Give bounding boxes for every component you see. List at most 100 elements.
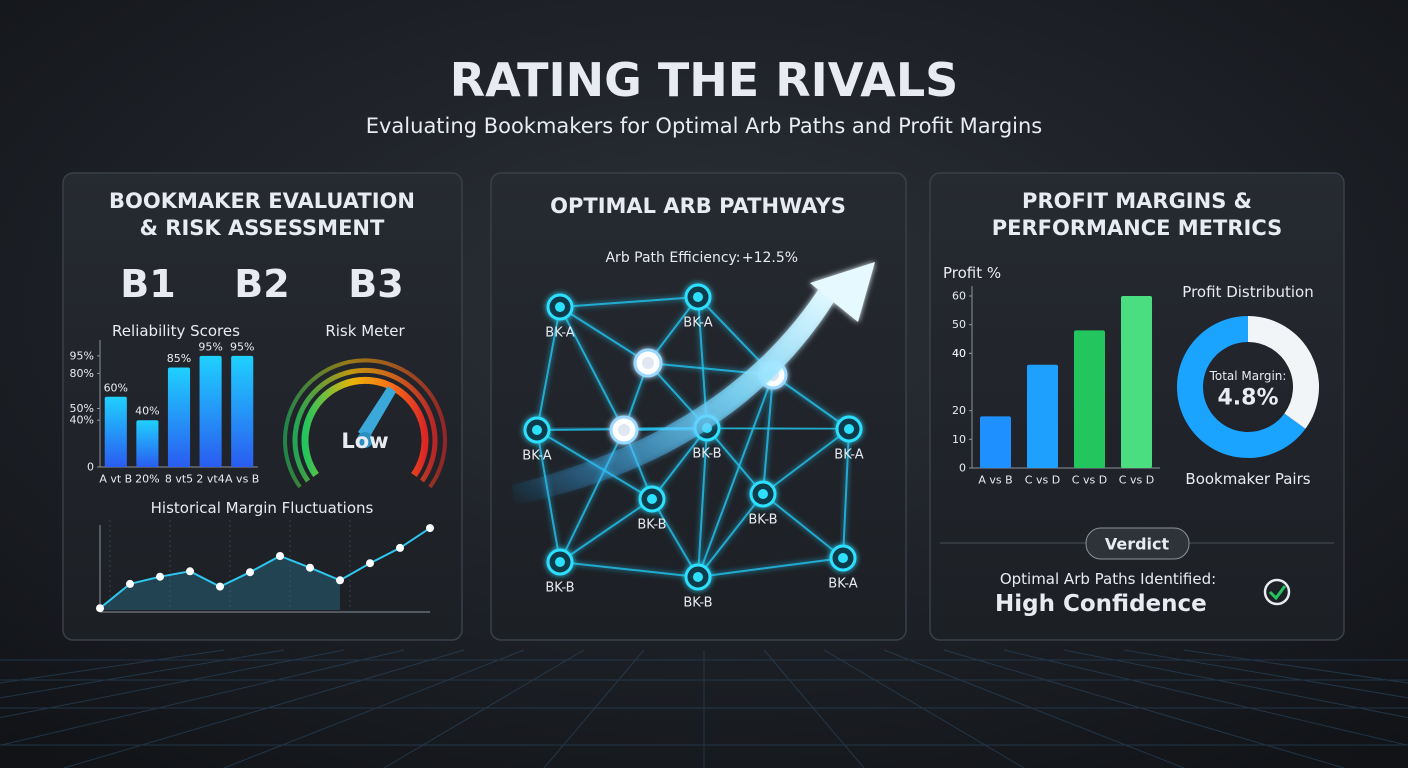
edge [559, 306, 649, 364]
node-core [555, 302, 565, 312]
node-label: BK-B [683, 596, 712, 611]
left-title: & RISK ASSESSMENT [140, 216, 385, 240]
floor-line [1003, 649, 1408, 746]
floor-line [383, 649, 585, 768]
floor-line [63, 649, 465, 768]
floor-line [1123, 649, 1408, 699]
floor-line [0, 649, 345, 719]
bar [136, 420, 159, 467]
edge [842, 428, 850, 559]
floor-line [0, 649, 285, 699]
edge [762, 428, 850, 495]
y-tick-label: 60 [952, 290, 966, 303]
verdict-badge [1085, 527, 1190, 560]
y-tick-label: 50% [70, 402, 94, 415]
floor-line [223, 649, 525, 768]
point [96, 604, 104, 613]
x-tick-label: C vs D [1072, 474, 1107, 487]
page-subtitle: Evaluating Bookmakers for Optimal Arb Pa… [366, 114, 1043, 138]
gauge-hub [357, 432, 373, 448]
bar [199, 355, 222, 467]
hub-core [642, 357, 654, 369]
donut-center-label: Total Margin: [1209, 369, 1287, 383]
verdict-badge-text: Verdict [1105, 535, 1170, 554]
x-tick-label: A vt B [99, 473, 132, 486]
verdict-result: High Confidence [995, 591, 1207, 617]
floor-line [943, 649, 1345, 768]
gauge-arc [301, 376, 429, 478]
edge [651, 498, 699, 578]
node-label: BK-A [522, 449, 551, 464]
chart-title: Profit Distribution [1182, 283, 1313, 301]
left-title: BOOKMAKER EVALUATION [109, 189, 415, 213]
donut-caption: Bookmaker Pairs [1185, 470, 1310, 488]
floor-line [1183, 649, 1408, 684]
y-tick-label: 80% [70, 367, 94, 380]
chart-title: Risk Meter [325, 322, 405, 340]
bar [979, 416, 1012, 468]
node-label: BK-A [828, 577, 857, 592]
edge [536, 306, 561, 431]
edge [559, 498, 653, 563]
edge [559, 296, 699, 308]
area [100, 556, 340, 610]
bar [1073, 330, 1106, 468]
logo: B1 [120, 262, 175, 306]
x-tick-label: 2 vt4 [196, 473, 224, 486]
floor-grid [0, 649, 1408, 768]
edge [651, 427, 708, 500]
right-title: PROFIT MARGINS & [1022, 189, 1252, 213]
node-label: BK-B [692, 447, 721, 462]
check-circle [1263, 578, 1291, 606]
x-tick-label: 20% [135, 473, 159, 486]
floor-line [1063, 649, 1408, 719]
y-tick-label: 95% [70, 349, 94, 362]
edge [697, 493, 764, 578]
point [396, 543, 404, 552]
value-label: 40% [135, 405, 159, 418]
node-core [838, 553, 848, 563]
y-axis-label: Profit % [943, 264, 1001, 282]
donut-center-value: 4.8% [1217, 386, 1278, 411]
donut-segment [1177, 316, 1306, 458]
gauge-arc [283, 358, 447, 489]
logo: B3 [348, 262, 403, 306]
bar [1120, 296, 1153, 468]
arrow-head [810, 262, 875, 322]
middle-title: OPTIMAL ARB PATHWAYS [550, 194, 846, 218]
edge [772, 374, 850, 430]
point [306, 563, 314, 572]
check-mark [1268, 585, 1287, 601]
point [186, 567, 194, 576]
verdict-line: Optimal Arb Paths Identified: [1000, 570, 1216, 588]
middle-panel [490, 172, 907, 641]
node-core [647, 494, 657, 504]
chart-title: Reliability Scores [112, 322, 240, 340]
floor-line [0, 649, 405, 746]
edge [706, 427, 850, 430]
value-label: 60% [104, 381, 128, 394]
node-label: BK-A [545, 326, 574, 341]
point [276, 552, 284, 560]
y-tick-label: 20 [952, 404, 966, 417]
arrow-body [512, 290, 835, 505]
node-label: BK-B [748, 513, 777, 528]
floor-line [883, 649, 1185, 768]
x-tick-label: C vs D [1119, 474, 1154, 487]
line [99, 527, 431, 609]
edge [697, 557, 844, 578]
value-label: 85% [167, 352, 191, 365]
x-tick-label: A vs B [978, 474, 1012, 487]
x-tick-label: A vs B [225, 473, 259, 486]
logo: B2 [234, 262, 289, 306]
floor-line [823, 649, 1025, 768]
floor-line [543, 649, 645, 768]
risk-level: Low [341, 429, 388, 453]
floor-line [0, 649, 225, 684]
node-core [693, 572, 703, 582]
edge [559, 306, 625, 431]
node-core [555, 557, 565, 567]
edge [706, 427, 764, 495]
value-label: 95% [230, 340, 254, 353]
